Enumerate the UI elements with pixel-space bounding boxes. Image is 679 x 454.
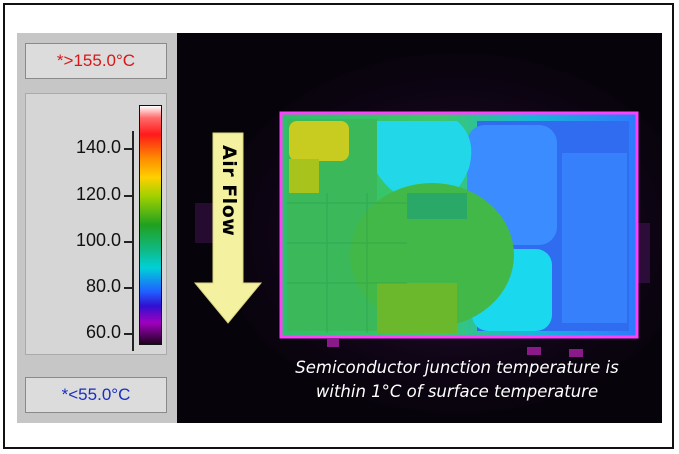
image-caption: Semiconductor junction temperature is wi… <box>267 356 647 404</box>
min-temperature-limit: *<55.0°C <box>25 377 167 413</box>
tick-mark-80 <box>124 287 133 289</box>
component-olive <box>377 283 457 333</box>
thermal-scene <box>193 53 662 413</box>
temperature-scale-panel: *>155.0°C 140.0 120.0 100.0 80.0 60.0 *<… <box>17 33 178 423</box>
tick-label-140: 140.0 <box>75 137 121 157</box>
bottom-component <box>527 347 541 355</box>
cool-region-right <box>562 153 627 323</box>
tick-mark-100 <box>124 241 133 243</box>
tick-label-120: 120.0 <box>75 184 121 204</box>
hotspot-yellow <box>289 121 349 161</box>
tick-mark-60 <box>124 333 133 335</box>
air-flow-arrow <box>193 132 263 324</box>
air-flow-label: Air Flow <box>218 145 240 237</box>
tick-mark-120 <box>124 195 133 197</box>
tick-label-100: 100.0 <box>75 230 121 250</box>
tick-label-60: 60.0 <box>85 322 121 342</box>
thermal-image: Air Flow Semiconductor junction temperat… <box>177 33 662 423</box>
board-grid <box>287 193 407 333</box>
bottom-component <box>569 349 583 357</box>
caption-line-1: Semiconductor junction temperature is <box>295 358 619 377</box>
tick-label-80: 80.0 <box>85 276 121 296</box>
hotspot-olive <box>289 159 319 193</box>
temperature-colorbar <box>139 105 162 345</box>
chip-package <box>407 193 467 219</box>
max-temperature-limit: *>155.0°C <box>25 43 167 79</box>
bottom-component <box>327 339 339 347</box>
tick-mark-140 <box>124 148 133 150</box>
caption-line-2: within 1°C of surface temperature <box>315 382 599 401</box>
